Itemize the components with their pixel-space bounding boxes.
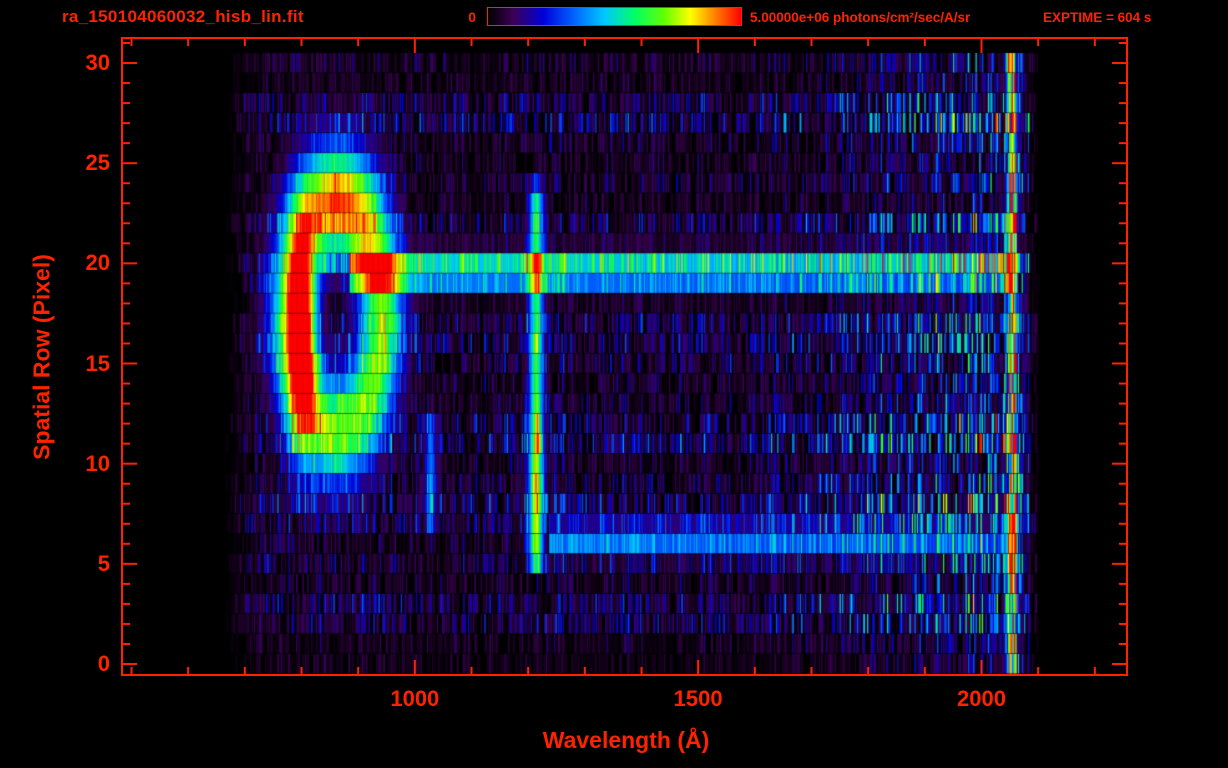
y-tick-label: 30 [85,50,110,76]
x-tick-label: 1000 [390,686,440,711]
colorbar-min-label: 0 [468,9,476,25]
y-tick-label: 20 [85,250,110,276]
y-tick-label: 15 [85,350,110,376]
heatmap-canvas [123,39,1126,674]
x-axis-title: Wavelength (Å) [542,727,710,753]
plot-area [121,37,1128,676]
y-tick-label: 0 [97,650,110,676]
axis-ticks [123,39,1126,674]
x-tick-label: 1500 [673,686,723,711]
file-title: ra_150104060032_hisb_lin.fit [62,7,304,26]
x-tick-label: 2000 [957,686,1006,711]
y-tick-label: 25 [85,150,110,176]
exptime-label: EXPTIME = 604 s [1043,10,1152,25]
y-tick-label: 5 [97,550,110,576]
colorbar-max-label: 5.00000e+06 photons/cm²/sec/A/sr [750,10,971,25]
y-tick-label: 10 [85,450,110,476]
colorbar-gradient [487,7,742,26]
